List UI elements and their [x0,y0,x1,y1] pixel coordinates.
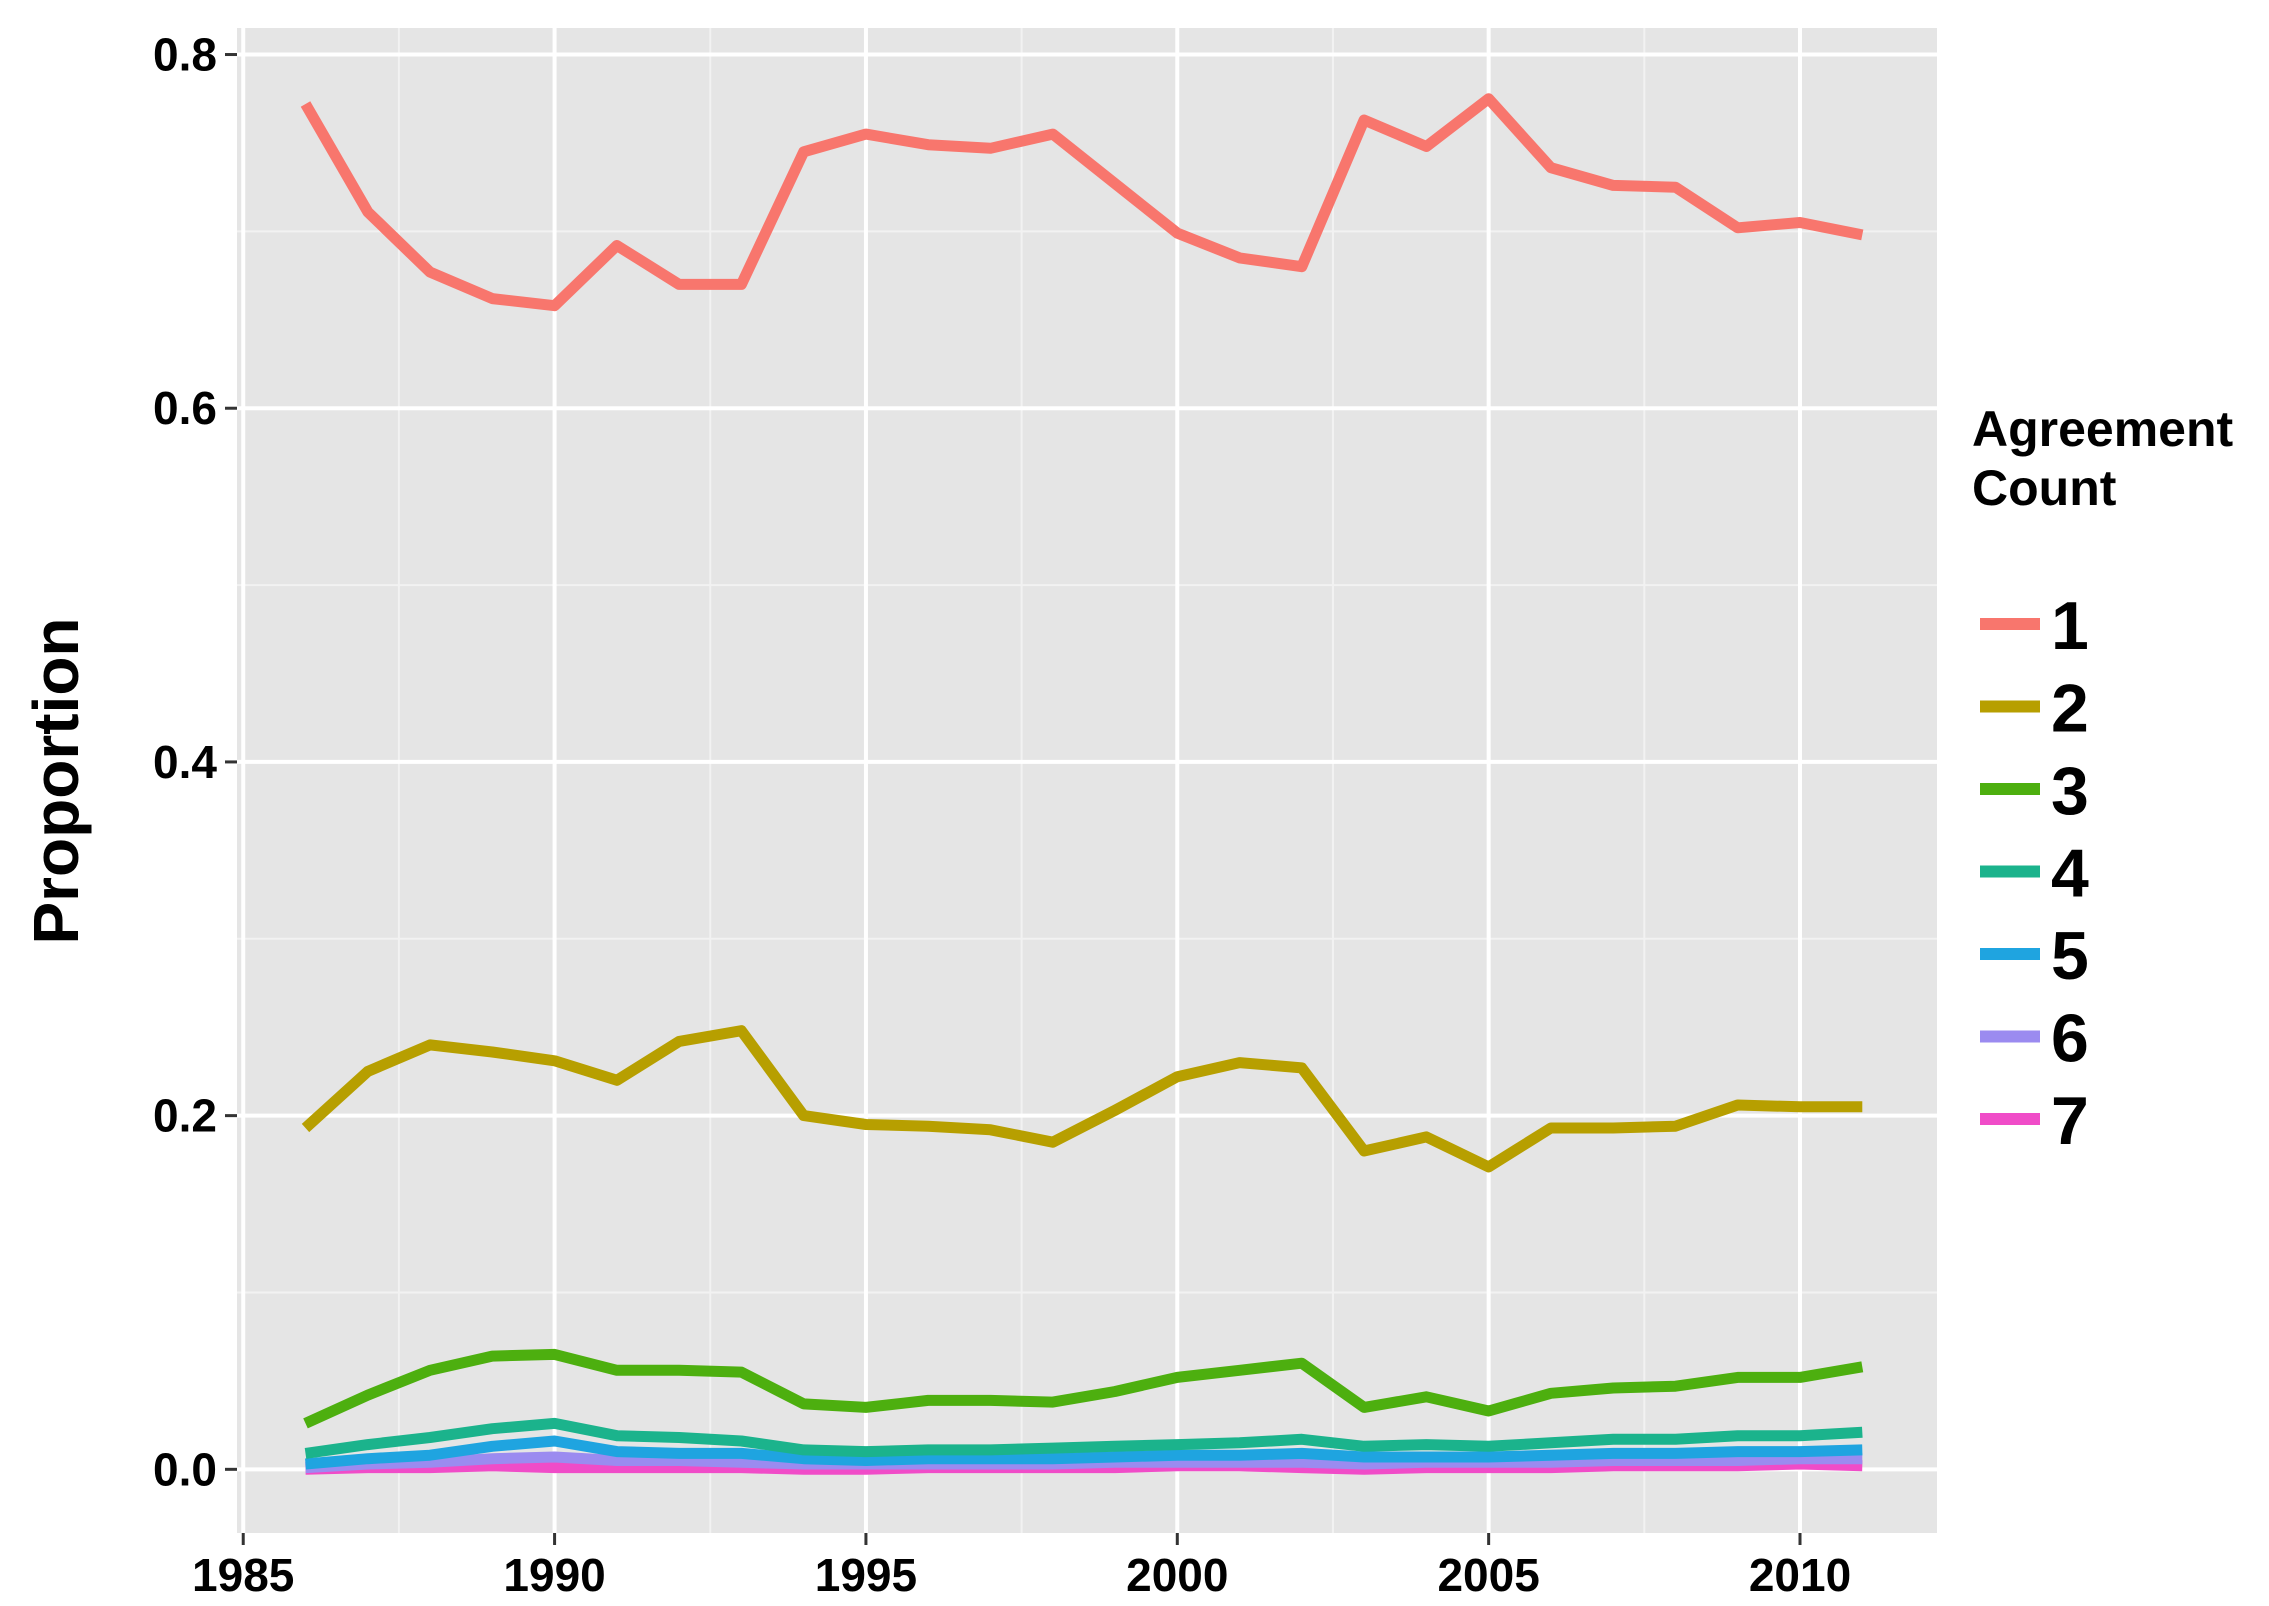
y-tick-label: 0.8 [153,29,217,81]
x-tick-label: 2000 [1126,1549,1228,1601]
series-line-3 [303,1348,1864,1429]
legend-label-7: 7 [2051,1083,2089,1159]
x-tick-label: 1990 [503,1549,605,1601]
minor-grid [237,28,1937,1533]
legend-title-line1: Agreement [1972,401,2234,457]
legend-label-3: 3 [2051,753,2089,829]
series-line-5 [305,1435,1863,1470]
y-tick-label: 0.2 [153,1090,217,1142]
series-line-2 [301,1025,1863,1173]
y-tick-label: 0.4 [153,736,217,788]
legend-title-line2: Count [1972,460,2117,516]
x-tick-label: 2010 [1749,1549,1851,1601]
legend-label-6: 6 [2051,1001,2089,1077]
y-axis-title: Proportion [20,617,92,944]
x-tick-labels: 1985 1990 1995 2000 2005 2010 [192,1549,1851,1601]
x-tick-label: 1985 [192,1549,294,1601]
axis-ticks [225,53,1802,1545]
x-tick-label: 2005 [1437,1549,1539,1601]
legend-label-1: 1 [2051,588,2089,664]
y-tick-label: 0.0 [153,1443,217,1495]
x-tick-label: 1995 [815,1549,917,1601]
series-line-1 [300,93,1864,312]
legend-label-4: 4 [2051,836,2089,912]
series-lines [300,93,1864,1475]
y-tick-labels: 0.0 0.2 0.4 0.6 0.8 [153,29,217,1496]
series-line-4 [304,1417,1863,1459]
major-grid [237,28,1937,1533]
plot-panel [237,28,1937,1533]
y-tick-label: 0.6 [153,382,217,434]
legend-label-2: 2 [2051,671,2089,747]
legend-label-5: 5 [2051,918,2089,994]
